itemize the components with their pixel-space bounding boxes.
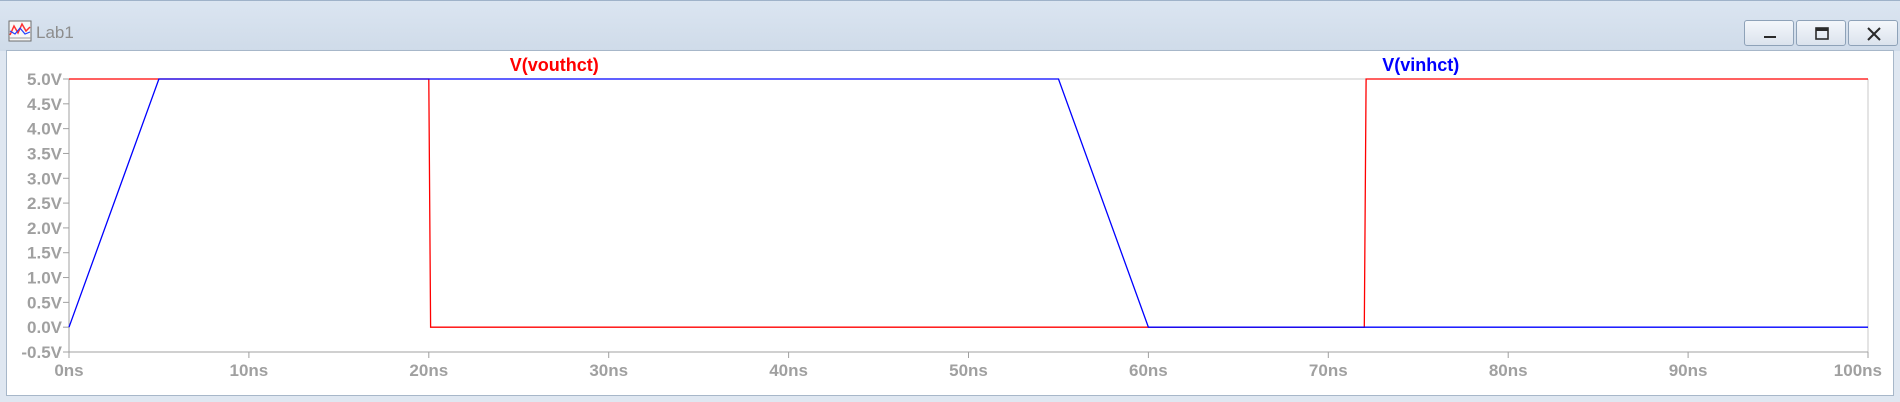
y-tick-label: 2.5V	[27, 194, 63, 213]
restore-button[interactable]	[1796, 20, 1846, 46]
x-tick-label: 100ns	[1834, 361, 1882, 380]
close-icon	[1867, 27, 1881, 41]
y-tick-label: 1.5V	[27, 244, 63, 263]
close-button[interactable]	[1848, 20, 1898, 46]
waveform-viewer-icon	[8, 19, 32, 43]
y-tick-label: 2.0V	[27, 219, 63, 238]
x-tick-label: 80ns	[1489, 361, 1528, 380]
y-tick-label: -0.5V	[21, 343, 62, 362]
x-tick-label: 90ns	[1669, 361, 1708, 380]
x-tick-label: 70ns	[1309, 361, 1348, 380]
minimize-button[interactable]	[1744, 20, 1794, 46]
y-tick-label: 0.5V	[27, 293, 63, 312]
window-title: Lab1	[36, 23, 74, 42]
y-tick-label: 3.5V	[27, 144, 63, 163]
waveform-plot[interactable]: 5.0V 4.5V 4.0V 3.5V 3.0V 2.5V 2.0V 1.5V 1.0V 0.5V…	[7, 51, 1895, 397]
title-bar[interactable]: Lab1	[0, 0, 1900, 51]
trace-vinhct	[68, 78, 1868, 328]
trace-vouthct	[69, 78, 1868, 328]
trace-label-vinhct[interactable]: V(vinhct)	[1382, 55, 1459, 75]
minimize-icon	[1764, 36, 1776, 38]
x-tick-label: 60ns	[1129, 361, 1168, 380]
x-tick-label: 50ns	[949, 361, 988, 380]
x-tick-label: 20ns	[409, 361, 448, 380]
x-tick-label: 30ns	[589, 361, 628, 380]
y-tick-label: 4.0V	[27, 120, 63, 139]
trace-label-vouthct[interactable]: V(vouthct)	[510, 55, 599, 75]
restore-icon	[1815, 27, 1829, 40]
y-tick-label: 5.0V	[27, 70, 63, 89]
x-tick-label: 10ns	[230, 361, 269, 380]
y-tick-label: 1.0V	[27, 269, 63, 288]
plot-pane[interactable]: 5.0V 4.5V 4.0V 3.5V 3.0V 2.5V 2.0V 1.5V 1.0V 0.5V…	[6, 50, 1894, 396]
x-tick-label: 0ns	[54, 361, 83, 380]
y-tick-label: 3.0V	[27, 169, 63, 188]
x-tick-label: 40ns	[769, 361, 808, 380]
y-tick-label: 4.5V	[27, 95, 63, 114]
y-tick-label: 0.0V	[27, 318, 63, 337]
